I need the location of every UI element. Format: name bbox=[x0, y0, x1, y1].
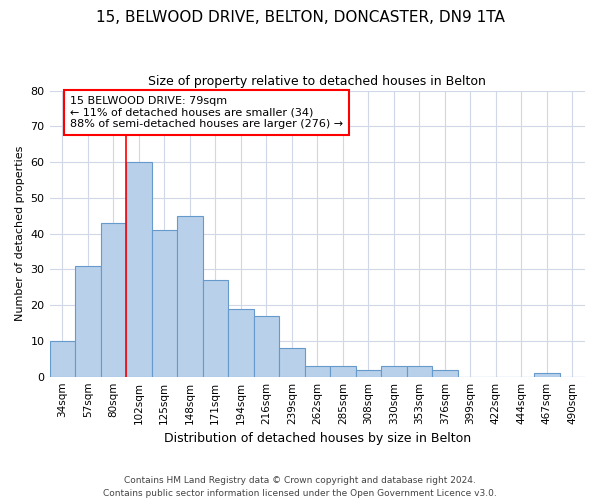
Bar bbox=[381, 366, 407, 376]
Bar bbox=[407, 366, 432, 376]
Bar bbox=[126, 162, 152, 376]
Bar bbox=[228, 308, 254, 376]
Bar bbox=[101, 223, 126, 376]
Bar bbox=[203, 280, 228, 376]
Bar bbox=[534, 373, 560, 376]
Bar bbox=[330, 366, 356, 376]
Bar bbox=[432, 370, 458, 376]
Bar bbox=[279, 348, 305, 376]
Bar bbox=[152, 230, 177, 376]
Bar bbox=[75, 266, 101, 376]
Text: 15, BELWOOD DRIVE, BELTON, DONCASTER, DN9 1TA: 15, BELWOOD DRIVE, BELTON, DONCASTER, DN… bbox=[95, 10, 505, 25]
Bar bbox=[305, 366, 330, 376]
Bar bbox=[50, 341, 75, 376]
Y-axis label: Number of detached properties: Number of detached properties bbox=[15, 146, 25, 322]
Text: Contains HM Land Registry data © Crown copyright and database right 2024.
Contai: Contains HM Land Registry data © Crown c… bbox=[103, 476, 497, 498]
Bar bbox=[177, 216, 203, 376]
X-axis label: Distribution of detached houses by size in Belton: Distribution of detached houses by size … bbox=[164, 432, 471, 445]
Title: Size of property relative to detached houses in Belton: Size of property relative to detached ho… bbox=[148, 75, 486, 88]
Text: 15 BELWOOD DRIVE: 79sqm
← 11% of detached houses are smaller (34)
88% of semi-de: 15 BELWOOD DRIVE: 79sqm ← 11% of detache… bbox=[70, 96, 343, 129]
Bar bbox=[254, 316, 279, 376]
Bar bbox=[356, 370, 381, 376]
